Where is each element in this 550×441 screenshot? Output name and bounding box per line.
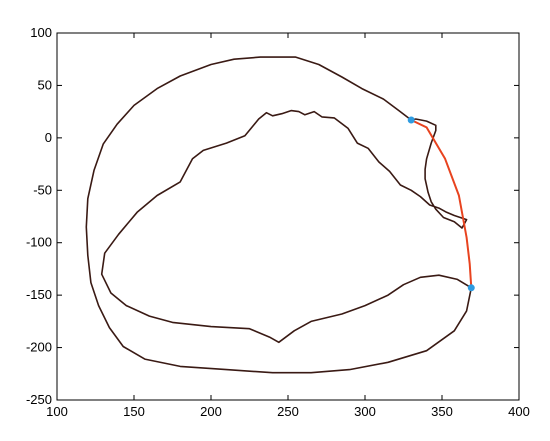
x-tick-label: 100: [46, 404, 68, 419]
y-tick-label: 50: [38, 77, 52, 92]
endpoint-marker: [407, 116, 415, 124]
y-tick-label: 0: [45, 130, 52, 145]
axes-box: [56, 32, 520, 401]
y-tick-label: -250: [26, 392, 52, 407]
axis-tick-labels: 100 150 200 250 300 350 400 100 50 0 -50 -100 -150 -2…: [26, 25, 530, 419]
x-tick-label: 350: [431, 404, 453, 419]
y-tick-label: 100: [30, 25, 52, 40]
endpoint-marker: [467, 284, 475, 292]
y-tick-label: -150: [26, 287, 52, 302]
x-tick-label: 250: [277, 404, 299, 419]
x-tick-label: 200: [200, 404, 222, 419]
y-tick-label: -50: [33, 182, 52, 197]
x-tick-label: 150: [123, 404, 145, 419]
x-tick-label: 300: [354, 404, 376, 419]
plot-series: [85, 56, 473, 374]
y-tick-label: -200: [26, 340, 52, 355]
connector-line: [410, 119, 473, 289]
y-tick-label: -100: [26, 235, 52, 250]
axis-ticks: [56, 32, 520, 401]
x-tick-label: 400: [508, 404, 530, 419]
plot-markers: [407, 116, 475, 292]
contour-line: [85, 56, 473, 374]
